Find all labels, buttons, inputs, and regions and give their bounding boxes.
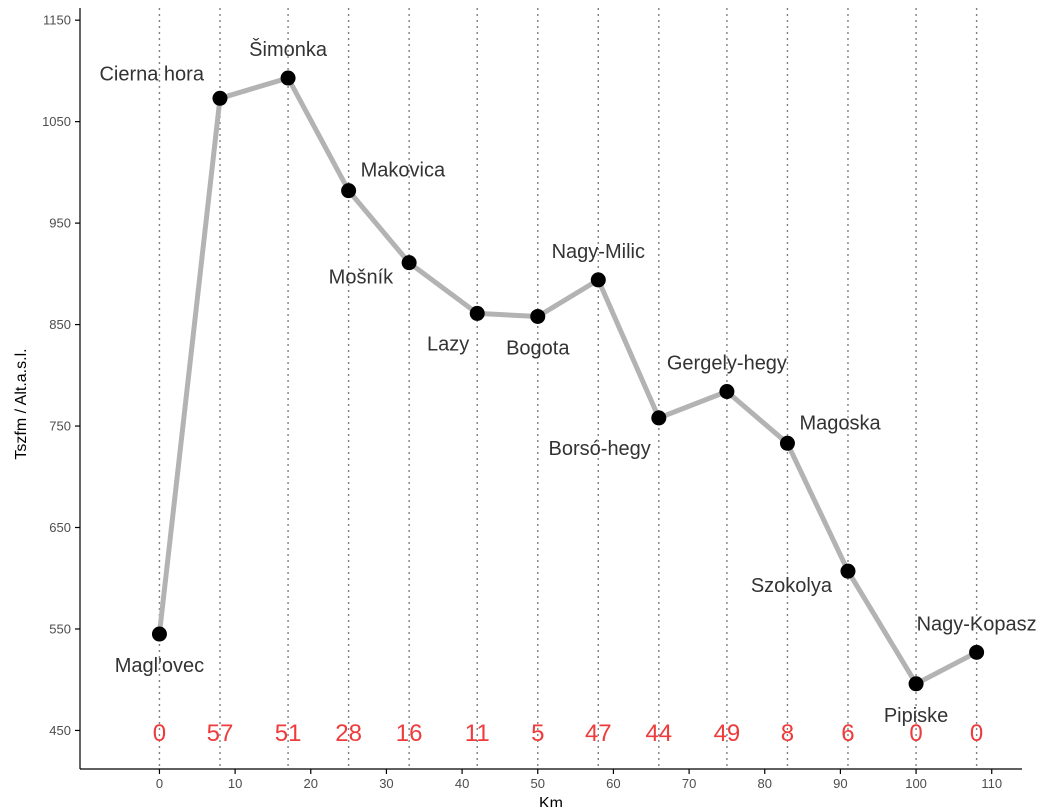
count-label: 8: [781, 720, 794, 747]
point-label: Magl'ovec: [115, 655, 204, 677]
data-points: [151, 70, 985, 692]
count-label: 0: [153, 720, 166, 747]
y-tick-label: 1050: [42, 114, 71, 129]
x-tick-label: 0: [156, 776, 163, 791]
count-label: 44: [645, 720, 672, 747]
x-tick-label: 20: [304, 776, 318, 791]
y-tick-label: 450: [49, 723, 71, 738]
point-label: Šimonka: [249, 38, 328, 61]
count-labels: 0 57 51 28 16 11 5 47 44 49 8 6 0 0: [153, 720, 984, 747]
grid-lines: [158, 8, 978, 769]
data-point: [969, 644, 985, 660]
point-label: Lazy: [427, 333, 469, 355]
point-label: Cierna hora: [99, 63, 204, 85]
series-line: [156, 75, 980, 687]
data-point: [151, 626, 167, 642]
data-point: [530, 308, 546, 324]
point-label: Bogota: [506, 337, 570, 359]
data-point: [212, 90, 228, 106]
point-label: Borsó-hegy: [549, 438, 651, 460]
data-point: [341, 183, 357, 199]
count-label: 28: [335, 720, 362, 747]
count-label: 47: [585, 720, 612, 747]
y-axis-title: Tszfm / Alt.a.s.l.: [13, 348, 30, 459]
data-point: [908, 676, 924, 692]
count-label: 5: [531, 720, 544, 747]
point-label: Gergely-hegy: [667, 353, 787, 375]
data-point: [401, 255, 417, 271]
x-tick-label: 30: [379, 776, 393, 791]
data-point: [719, 384, 735, 400]
y-axis-ticks: 450 550 650 750 850 950 1050 1150: [42, 13, 80, 738]
data-point: [779, 435, 795, 451]
y-tick-label: 1150: [43, 13, 71, 28]
y-tick-label: 950: [49, 216, 71, 231]
count-label: 0: [909, 720, 922, 747]
x-tick-label: 50: [531, 776, 545, 791]
data-point: [651, 410, 667, 426]
count-label: 16: [396, 720, 423, 747]
point-labels: Magl'ovec Cierna hora Šimonka Makovica Mošní…: [99, 38, 1036, 727]
x-axis-ticks: 0 10 20 30 40 50 60 70 80 90 100 110: [156, 769, 1002, 791]
point-label: Mošník: [329, 267, 394, 289]
point-label: Szokolya: [751, 575, 833, 597]
x-tick-label: 40: [455, 776, 469, 791]
point-label: Nagy-Kopasz: [917, 613, 1037, 635]
x-tick-label: 80: [758, 776, 772, 791]
y-tick-label: 550: [49, 621, 71, 636]
y-tick-label: 750: [49, 419, 71, 434]
data-point: [840, 563, 856, 579]
point-label: Magoska: [799, 412, 881, 434]
count-label: 51: [275, 720, 302, 747]
x-tick-label: 90: [833, 776, 847, 791]
count-label: 0: [970, 720, 983, 747]
x-tick-label: 110: [981, 776, 1002, 791]
point-label: Nagy-Milic: [552, 241, 645, 263]
count-label: 6: [841, 720, 854, 747]
data-point: [469, 305, 485, 321]
count-label: 49: [714, 720, 741, 747]
point-label: Pipiske: [884, 705, 948, 727]
y-tick-label: 850: [49, 317, 71, 332]
y-tick-label: 650: [49, 520, 71, 535]
count-label: 57: [207, 720, 234, 747]
x-tick-label: 10: [228, 776, 242, 791]
x-axis-title: Km: [539, 795, 563, 807]
data-point: [590, 272, 606, 288]
x-tick-label: 70: [682, 776, 696, 791]
x-tick-label: 100: [905, 776, 927, 791]
count-label: 11: [465, 720, 490, 747]
x-tick-label: 60: [606, 776, 620, 791]
point-label: Makovica: [361, 160, 446, 182]
data-point: [280, 70, 296, 86]
